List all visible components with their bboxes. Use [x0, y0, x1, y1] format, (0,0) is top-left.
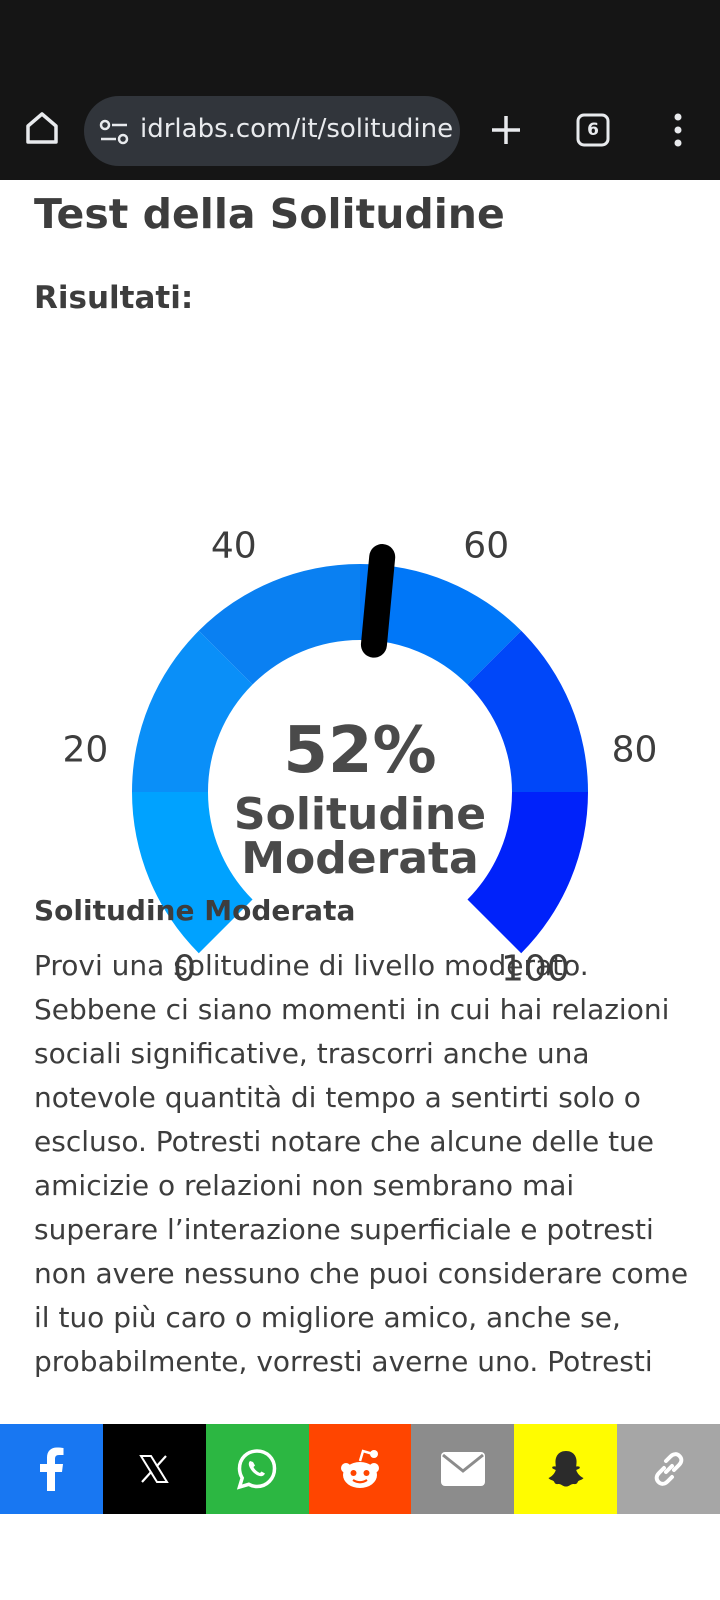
- gauge-segment: [360, 564, 522, 685]
- gauge-needle: [360, 544, 396, 658]
- tab-switcher-button[interactable]: 6: [576, 113, 610, 147]
- whatsapp-share-button[interactable]: [205, 1424, 309, 1514]
- reddit-share-button[interactable]: [308, 1424, 412, 1514]
- gauge-tick-labels: 0 20 40 60 80 100: [63, 525, 658, 989]
- gauge-tick-label: 20: [63, 730, 109, 771]
- plus-icon[interactable]: [488, 112, 524, 148]
- link-icon: [654, 1452, 683, 1486]
- tabs-icon: [576, 113, 610, 147]
- gauge-segment: [467, 792, 588, 954]
- gauge-result-line2: Moderata: [241, 833, 478, 884]
- result-description: Provi una solitudine di livello moderato…: [34, 949, 689, 1378]
- page-bottom-area: [0, 1514, 720, 1600]
- gauge-segment: [198, 564, 360, 685]
- browser-toolbar: idrlabs.com/it/solitudine 6: [0, 0, 720, 180]
- gauge-segment: [467, 630, 588, 792]
- tab-count: 6: [587, 120, 599, 140]
- email-share-button[interactable]: [411, 1424, 515, 1514]
- facebook-icon: [40, 1447, 64, 1491]
- share-bar: [0, 1424, 720, 1514]
- gauge-tick-label: 80: [612, 730, 658, 771]
- gauge-result-line1: Solitudine: [234, 789, 486, 840]
- email-icon: [440, 1452, 485, 1486]
- snapchat-share-button[interactable]: [514, 1424, 618, 1514]
- home-icon[interactable]: [22, 108, 62, 148]
- copy-link-share-button[interactable]: [617, 1424, 720, 1514]
- site-settings-icon[interactable]: [98, 118, 130, 146]
- x-icon: [139, 1455, 170, 1483]
- address-bar[interactable]: idrlabs.com/it/solitudine: [84, 96, 460, 166]
- page-title: Test della Solitudine: [34, 190, 505, 238]
- gauge-segments: [132, 564, 588, 954]
- x-share-button[interactable]: [102, 1424, 206, 1514]
- reddit-icon: [341, 1449, 379, 1488]
- gauge-tick-label: 60: [463, 525, 509, 566]
- gauge-tick-label: 0: [173, 948, 196, 989]
- gauge-percent: 52%: [283, 714, 436, 788]
- gauge-tick-label: 40: [211, 525, 257, 566]
- results-label: Risultati:: [34, 280, 194, 316]
- gauge-tick-label: 100: [501, 948, 570, 989]
- facebook-share-button[interactable]: [0, 1424, 103, 1514]
- gauge-segment: [132, 630, 253, 792]
- result-heading: Solitudine Moderata: [34, 894, 356, 927]
- result-gauge: 0 20 40 60 80 100 52% Solitudine Moderata: [63, 525, 658, 989]
- more-vert-icon[interactable]: [666, 112, 690, 148]
- gauge-segment: [132, 792, 253, 954]
- url-text[interactable]: idrlabs.com/it/solitudine: [140, 114, 454, 144]
- whatsapp-icon: [237, 1449, 277, 1490]
- snapchat-icon: [548, 1451, 584, 1487]
